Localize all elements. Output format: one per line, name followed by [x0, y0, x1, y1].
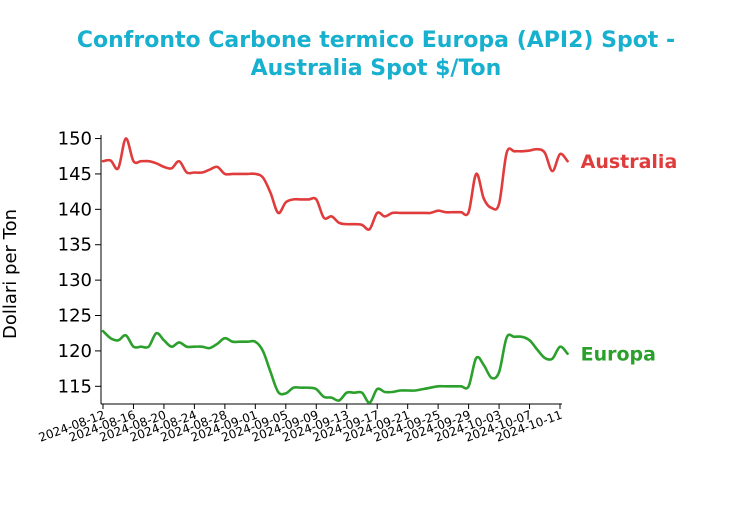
chart-title-line-1: Confronto Carbone termico Europa (API2) …	[77, 28, 675, 53]
y-tick-label: 145	[58, 164, 92, 185]
axes: 1151201251301351401451502024-08-122024-0…	[37, 129, 564, 445]
chart-title-line-2: Australia Spot $/Ton	[251, 56, 502, 81]
y-tick-label: 125	[58, 306, 92, 327]
series-layer: Australia Europa	[101, 137, 678, 404]
y-tick-label: 135	[58, 235, 92, 256]
series-line-australia	[101, 137, 569, 231]
series-label-australia: Australia	[581, 151, 678, 173]
y-axis-label: Dollari per Ton	[0, 209, 21, 339]
y-tick-label: 140	[58, 199, 92, 220]
series-line-europa	[101, 329, 569, 404]
y-tick-label: 150	[58, 129, 92, 150]
y-tick-label: 115	[58, 376, 92, 397]
y-tick-label: 130	[58, 270, 92, 291]
series-label-europa: Europa	[581, 344, 656, 366]
y-tick-label: 120	[58, 341, 92, 362]
